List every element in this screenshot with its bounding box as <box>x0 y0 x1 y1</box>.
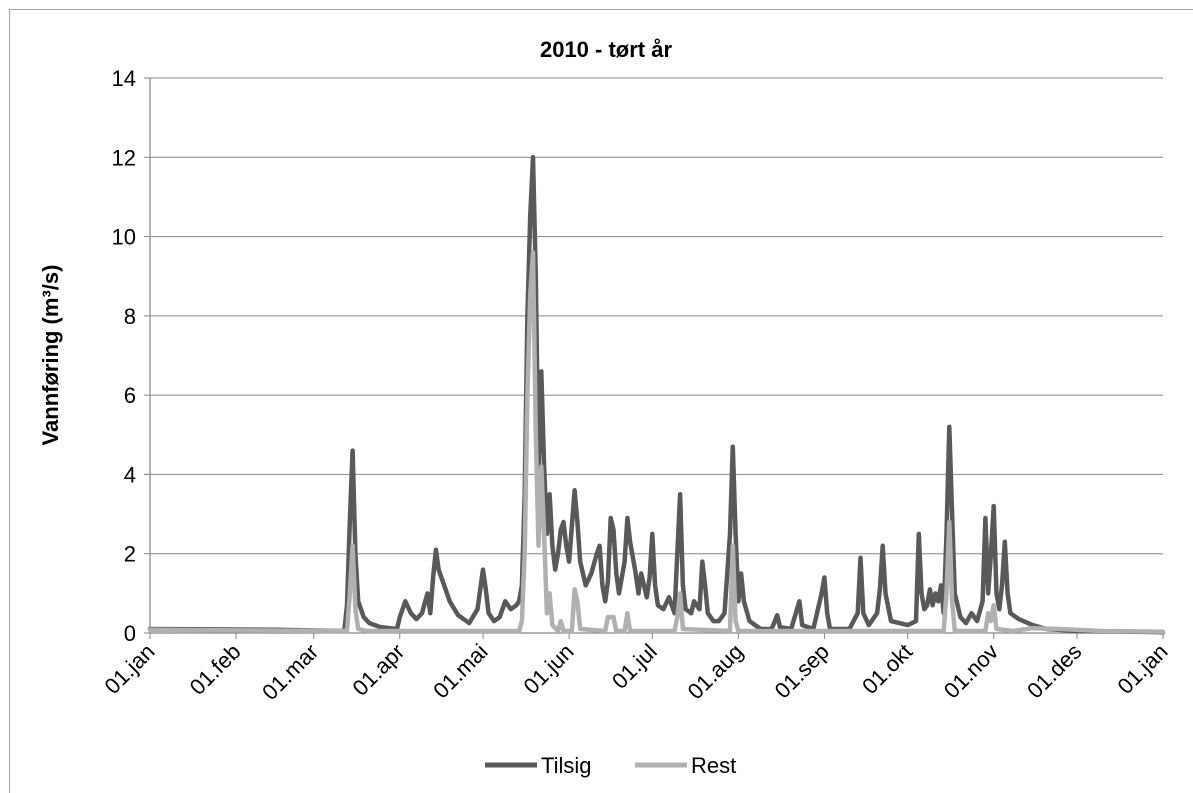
y-tick-label: 10 <box>112 225 136 250</box>
x-tick-label: 01.mar <box>257 639 323 705</box>
x-tick-label: 01.nov <box>939 639 1003 703</box>
y-tick-label: 8 <box>124 304 136 329</box>
chart-frame <box>9 9 1193 793</box>
x-tick-label: 01.des <box>1022 639 1086 703</box>
legend-label: Rest <box>691 753 736 778</box>
series-line-tilsig <box>147 155 1166 635</box>
x-tick-label: 01.jan <box>99 639 159 699</box>
y-tick-label: 2 <box>124 542 136 567</box>
y-tick-label: 0 <box>124 621 136 646</box>
legend: Tilsig Rest <box>485 753 736 778</box>
x-tick-label: 01.jun <box>519 639 579 699</box>
x-tick-label: 01.sep <box>770 639 834 703</box>
legend-label: Tilsig <box>541 753 592 778</box>
series-line-rest <box>147 250 1166 635</box>
y-tick-labels: 0 2 4 6 8 10 12 14 <box>112 66 136 646</box>
y-tick-label: 14 <box>112 66 136 91</box>
series-lines <box>147 155 1166 635</box>
x-tick-label: 01.feb <box>185 639 246 700</box>
y-tick-label: 4 <box>124 462 136 487</box>
chart-title: 2010 - tørt år <box>540 37 672 62</box>
axes <box>149 78 1164 639</box>
x-tick-label: 01.mai <box>428 639 492 703</box>
y-tick-label: 12 <box>112 145 136 170</box>
y-tick-label: 6 <box>124 383 136 408</box>
y-axis-label: Vannføring (m³/s) <box>38 265 63 446</box>
x-tick-label: 01.jan <box>1112 639 1172 699</box>
x-tick-labels: 01.jan 01.feb 01.mar 01.apr 01.mai 01.jun 01.j… <box>99 639 1172 705</box>
x-tick-label: 01.aug <box>683 639 748 704</box>
x-tick-label: 01.jul <box>607 639 662 694</box>
x-tick-label: 01.apr <box>348 639 410 701</box>
x-tick-label: 01.okt <box>857 639 917 699</box>
